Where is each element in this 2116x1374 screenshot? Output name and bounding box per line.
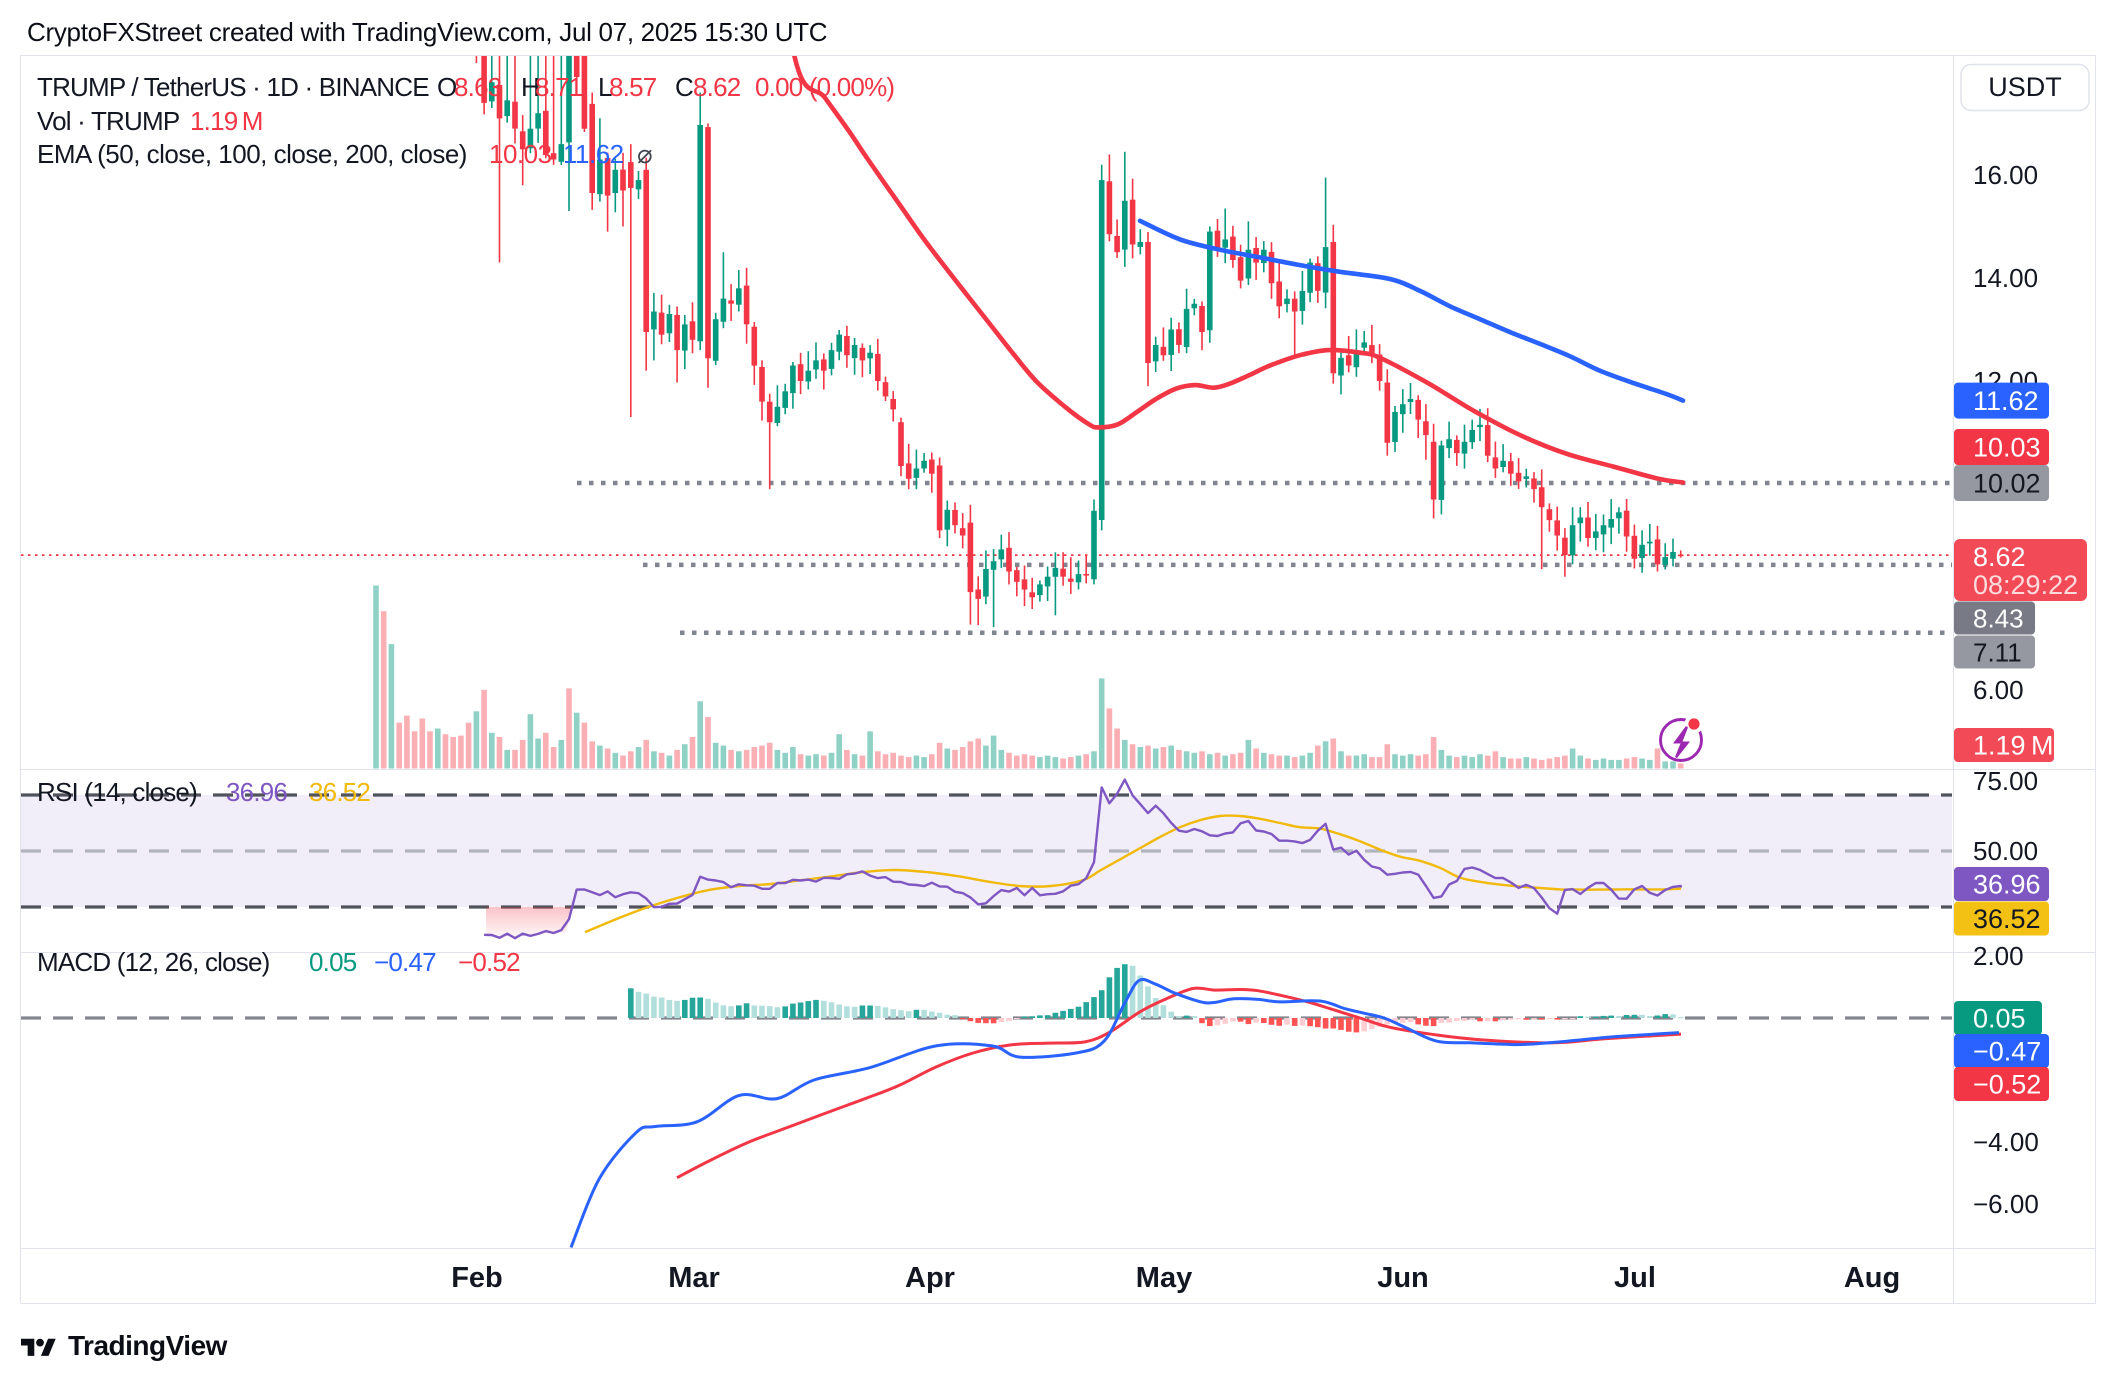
- svg-text:36.96: 36.96: [1973, 870, 2041, 900]
- svg-text:08:29:22: 08:29:22: [1973, 570, 2078, 600]
- svg-text:6.00: 6.00: [1973, 675, 2024, 705]
- svg-text:−4.00: −4.00: [1973, 1127, 2039, 1157]
- svg-text:Mar: Mar: [668, 1262, 720, 1294]
- svg-text:1.19 M: 1.19 M: [1973, 731, 2053, 761]
- svg-text:10.02: 10.02: [1973, 468, 2041, 498]
- svg-text:CryptoFXStreet created with Tr: CryptoFXStreet created with TradingView.…: [27, 17, 827, 47]
- svg-text:14.00: 14.00: [1973, 263, 2038, 293]
- svg-text:Apr: Apr: [905, 1262, 955, 1294]
- svg-text:0.05: 0.05: [1973, 1004, 2026, 1034]
- svg-text:8.43: 8.43: [1973, 604, 2024, 634]
- svg-text:Aug: Aug: [1844, 1262, 1900, 1294]
- svg-text:TRUMP / TetherUS · 1D · BINANC: TRUMP / TetherUS · 1D · BINANCE O8.63 H8.7…: [37, 72, 894, 102]
- svg-text:EMA (50, close, 100, close, 20: EMA (50, close, 100, close, 200, close) 1…: [37, 139, 652, 169]
- svg-text:7.11: 7.11: [1973, 638, 2022, 668]
- svg-text:USDT: USDT: [1988, 72, 2062, 102]
- svg-text:May: May: [1136, 1262, 1192, 1294]
- svg-text:Jun: Jun: [1377, 1262, 1429, 1294]
- svg-text:TradingView: TradingView: [68, 1330, 228, 1361]
- svg-text:36.52: 36.52: [1973, 904, 2041, 934]
- svg-text:−0.52: −0.52: [1973, 1070, 2041, 1100]
- svg-text:Feb: Feb: [451, 1262, 503, 1294]
- svg-text:11.62: 11.62: [1973, 386, 2039, 416]
- svg-text:−0.47: −0.47: [1973, 1037, 2041, 1067]
- svg-text:10.03: 10.03: [1973, 433, 2041, 463]
- svg-text:2.00: 2.00: [1973, 941, 2024, 971]
- svg-text:−6.00: −6.00: [1973, 1189, 2039, 1219]
- svg-text:Jul: Jul: [1614, 1262, 1656, 1294]
- svg-text:50.00: 50.00: [1973, 836, 2038, 866]
- svg-text:16.00: 16.00: [1973, 160, 2038, 190]
- svg-text:75.00: 75.00: [1973, 766, 2038, 796]
- svg-text:8.62: 8.62: [1973, 542, 2026, 572]
